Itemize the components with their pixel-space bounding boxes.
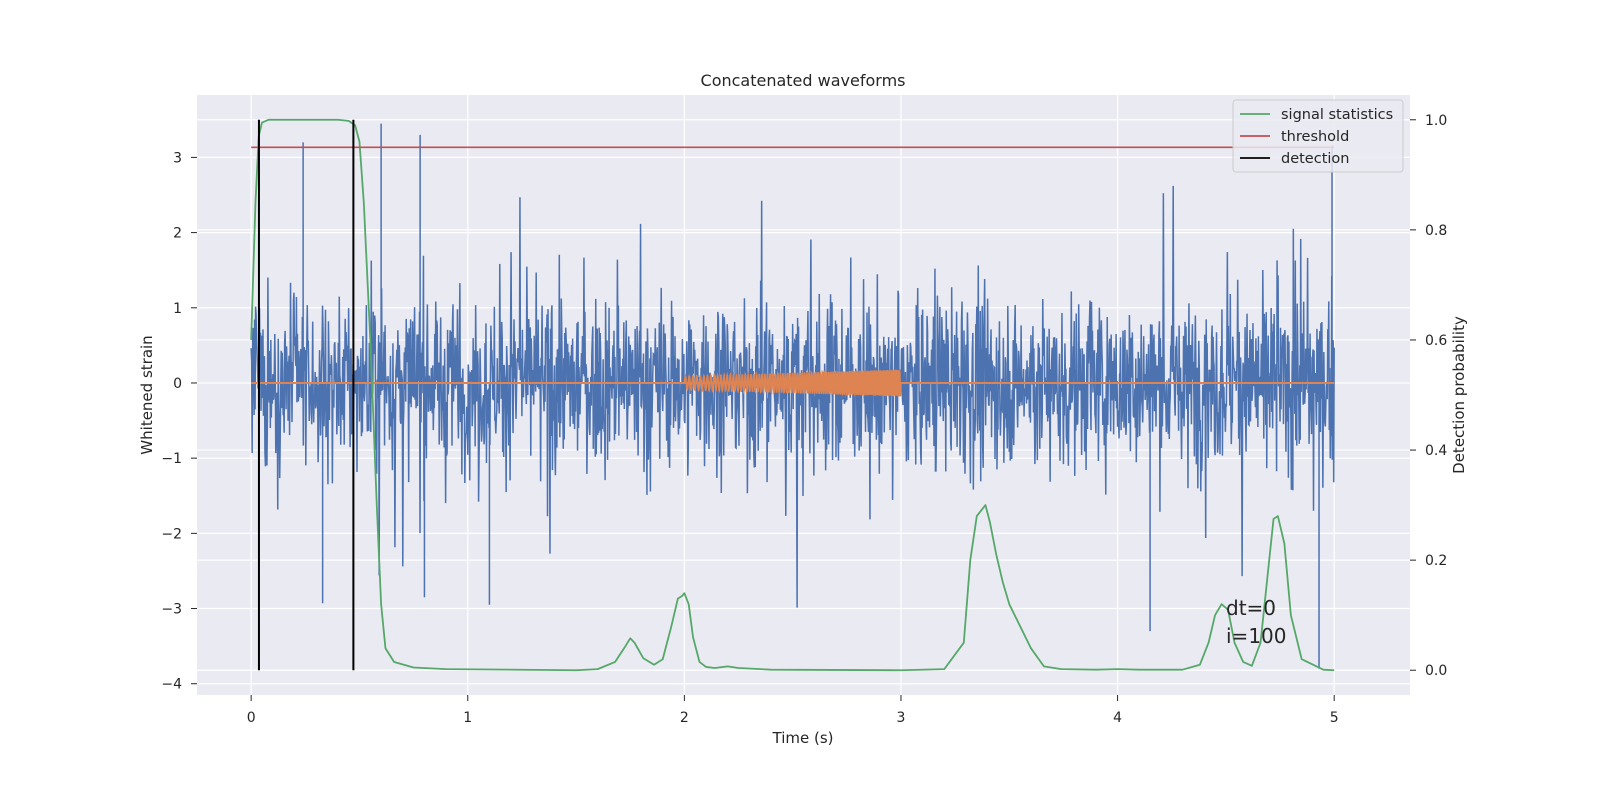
ticks: 0 1 2 3 4 5 −4 −3 −2 −1 0 1 2 3 0.0 0.2 0.4 0.6 0.8 1.0 xyxy=(161,113,1447,726)
y-right-tick-label: 0.4 xyxy=(1425,443,1447,459)
x-tick-label: 0 xyxy=(247,710,256,726)
legend-label-detection: detection xyxy=(1281,151,1349,167)
legend-box xyxy=(1232,99,1404,173)
x-tick-label: 2 xyxy=(680,710,689,726)
y-left-tick-label: 0 xyxy=(173,376,182,392)
x-tick-label: 5 xyxy=(1330,710,1339,726)
y-left-tick-label: −2 xyxy=(161,526,182,542)
annotation-dt: dt=0 xyxy=(1226,596,1276,620)
y-left-tick-label: −1 xyxy=(161,451,182,467)
y-left-tick-label: −4 xyxy=(161,677,182,693)
y-left-tick-label: 3 xyxy=(173,150,182,166)
y-right-tick-label: 1.0 xyxy=(1425,113,1447,129)
y-axis-label-left: Whitened strain xyxy=(138,335,156,454)
signal-statistics-layer xyxy=(250,118,1335,672)
strain-line xyxy=(250,123,1335,669)
y-left-tick-label: 2 xyxy=(173,226,182,242)
y-left-tick-label: −3 xyxy=(161,602,182,618)
legend-label-threshold: threshold xyxy=(1281,129,1349,145)
y-right-tick-label: 0.8 xyxy=(1425,223,1447,239)
legend: signal statistics threshold detection xyxy=(1232,99,1404,173)
chart-title: Concatenated waveforms xyxy=(701,71,906,90)
legend-label-signal-statistics: signal statistics xyxy=(1281,107,1393,123)
y-right-tick-label: 0.0 xyxy=(1425,663,1447,679)
strain-series xyxy=(250,123,1335,669)
injected-signal-chirp xyxy=(683,369,902,398)
y-left-tick-label: 1 xyxy=(173,301,182,317)
annotation-i: i=100 xyxy=(1226,624,1287,648)
x-tick-label: 1 xyxy=(463,710,472,726)
x-tick-label: 4 xyxy=(1113,710,1122,726)
injected-signal-series xyxy=(251,369,1335,398)
signal-statistics-line xyxy=(250,118,1335,672)
x-tick-label: 3 xyxy=(897,710,906,726)
y-right-tick-label: 0.2 xyxy=(1425,553,1447,569)
y-axis-label-right: Detection probability xyxy=(1450,316,1468,474)
x-axis-label: Time (s) xyxy=(772,729,834,747)
y-right-tick-label: 0.6 xyxy=(1425,333,1447,349)
